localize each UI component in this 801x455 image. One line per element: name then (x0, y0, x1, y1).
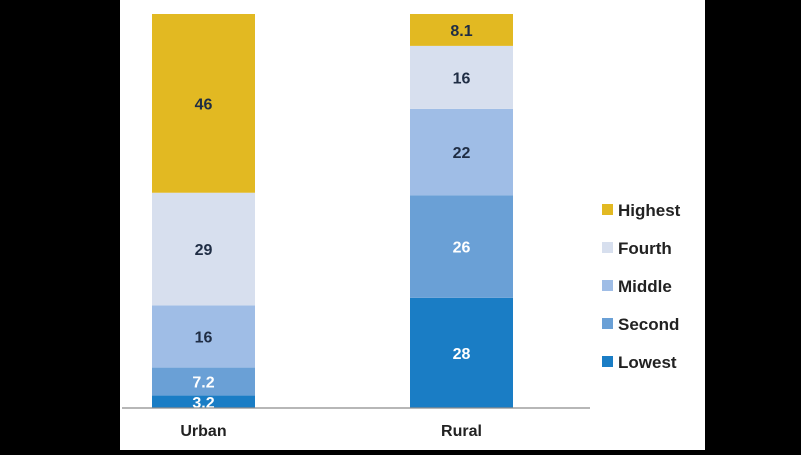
bar-segment-rural-middle (410, 108, 513, 196)
x-tick-labels: Urban Rural (180, 423, 482, 440)
data-label-urban-highest: 46 (195, 96, 213, 113)
bar-segment-rural-fourth (410, 45, 513, 109)
data-label-urban-fourth: 29 (195, 242, 213, 259)
legend-swatch-lowest (602, 356, 613, 367)
legend: Highest Fourth Middle Second Lowest (602, 201, 681, 372)
legend-item-fourth: Fourth (602, 239, 672, 258)
data-label-rural-second: 26 (453, 240, 471, 257)
x-tick-label-rural: Rural (441, 423, 482, 440)
bar-segment-rural-highest (410, 14, 513, 46)
legend-label-lowest: Lowest (618, 353, 677, 372)
legend-label-middle: Middle (618, 277, 672, 296)
bar-segment-rural-second (410, 195, 513, 298)
x-tick-label-urban: Urban (180, 423, 226, 440)
stacked-bar-chart: 3.2 7.2 16 29 46 28 26 22 16 8.1 Urban Rural Highe… (122, 14, 681, 440)
chart-canvas: 3.2 7.2 16 29 46 28 26 22 16 8.1 Urban Rural Highe… (120, 0, 705, 450)
legend-swatch-fourth (602, 242, 613, 253)
bar-segment-urban-highest (152, 14, 255, 193)
legend-label-highest: Highest (618, 201, 681, 220)
bar-segment-rural-lowest (410, 297, 513, 408)
bar-segment-urban-fourth (152, 192, 255, 306)
bars-group: 3.2 7.2 16 29 46 28 26 22 16 8.1 (152, 14, 513, 412)
legend-item-second: Second (602, 315, 679, 334)
legend-label-second: Second (618, 315, 679, 334)
data-label-rural-middle: 22 (453, 145, 471, 162)
data-label-rural-fourth: 16 (453, 70, 471, 87)
data-label-rural-lowest: 28 (453, 346, 471, 363)
bar-segment-urban-lowest (152, 395, 255, 408)
legend-swatch-middle (602, 280, 613, 291)
legend-item-middle: Middle (602, 277, 672, 296)
data-label-urban-middle: 16 (195, 330, 213, 347)
legend-swatch-second (602, 318, 613, 329)
data-label-urban-lowest: 3.2 (192, 395, 214, 412)
bar-segment-urban-second (152, 367, 255, 396)
legend-label-fourth: Fourth (618, 239, 672, 258)
data-label-urban-second: 7.2 (192, 375, 214, 392)
legend-item-lowest: Lowest (602, 353, 677, 372)
legend-swatch-highest (602, 204, 613, 215)
data-label-rural-highest: 8.1 (450, 23, 472, 40)
bar-segment-urban-middle (152, 305, 255, 368)
legend-item-highest: Highest (602, 201, 681, 220)
